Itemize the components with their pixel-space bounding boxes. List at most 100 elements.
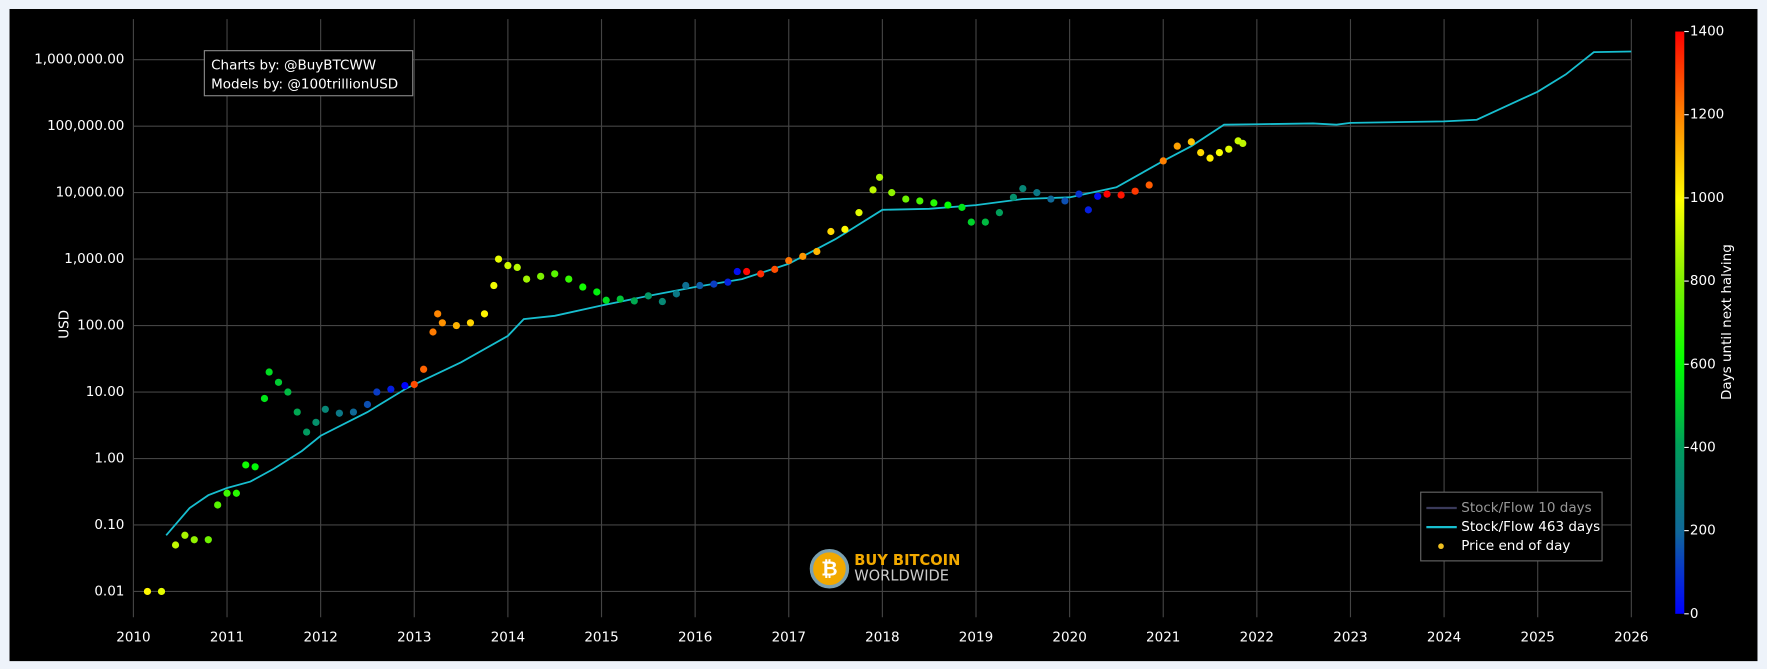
price-dot <box>593 288 601 296</box>
price-dot <box>284 388 292 396</box>
price-dot <box>143 587 152 596</box>
price-dot <box>1019 184 1027 193</box>
price-dot <box>875 173 884 181</box>
colorbar-tick-label: 0 <box>1690 606 1699 622</box>
price-dot <box>171 541 180 549</box>
price-dot <box>771 265 779 273</box>
price-dot <box>602 296 610 304</box>
legend-label: Stock/Flow 10 days <box>1461 500 1591 516</box>
price-dot <box>579 283 587 291</box>
price-dot <box>1197 148 1205 157</box>
x-tick-label: 2025 <box>1521 629 1555 645</box>
price-dot <box>303 428 311 436</box>
colorbar-tick-label: 1400 <box>1690 24 1724 40</box>
x-tick-label: 2018 <box>865 629 899 645</box>
colorbar-tick-label: 600 <box>1690 356 1716 372</box>
price-dot <box>274 378 283 386</box>
logo-symbol: ₿ <box>821 556 838 580</box>
price-dot <box>429 328 437 336</box>
price-dot <box>630 297 638 305</box>
price-dot <box>855 209 863 217</box>
logo-coin <box>809 549 850 589</box>
colorbar-tick-label: 1200 <box>1690 107 1724 123</box>
price-dot <box>490 281 498 290</box>
price-dot <box>902 195 910 203</box>
price-dot <box>733 267 741 276</box>
price-dot <box>260 394 269 403</box>
price-dot <box>480 310 489 318</box>
price-dot <box>1061 197 1069 205</box>
price-dot <box>616 295 624 303</box>
price-dot <box>1117 191 1125 199</box>
x-tick-label: 2022 <box>1240 629 1274 645</box>
price-dot <box>958 203 966 211</box>
price-dot <box>438 319 446 327</box>
price-dot <box>841 225 849 233</box>
price-dot <box>387 385 395 393</box>
y-tick-label: 100.00 <box>77 318 124 334</box>
price-dot <box>785 256 793 265</box>
price-dot <box>1159 157 1167 165</box>
price-dot <box>223 489 231 497</box>
price-dot <box>410 380 418 389</box>
y-tick-label: 0.10 <box>94 517 124 533</box>
model-line <box>165 50 1632 536</box>
price-dot <box>658 297 666 306</box>
price-dot <box>420 365 428 373</box>
y-tick-label: 1,000.00 <box>64 251 124 267</box>
price-dot <box>967 218 975 226</box>
price-dot <box>1173 142 1181 150</box>
price-dot <box>214 501 222 509</box>
price-dot <box>513 263 521 271</box>
price-dot <box>363 400 372 409</box>
price-dot <box>1225 145 1233 153</box>
price-dot <box>672 290 681 298</box>
price-dot <box>242 461 250 469</box>
colorbar-tick-label: 200 <box>1690 523 1716 539</box>
price-dot <box>232 489 240 497</box>
annotation-text: Charts by: @BuyBTCWW <box>211 57 376 73</box>
price-dot <box>452 321 461 330</box>
x-tick-label: 2024 <box>1427 629 1461 645</box>
colorbar-title: Days until next halving <box>1719 244 1735 400</box>
price-dot <box>190 536 198 544</box>
price-dot <box>1033 189 1041 197</box>
x-tick-label: 2011 <box>210 629 244 645</box>
x-tick-label: 2026 <box>1614 629 1648 645</box>
price-dot <box>293 408 301 416</box>
price-dot <box>1187 138 1195 146</box>
legend-label: Stock/Flow 463 days <box>1461 519 1600 535</box>
x-tick-label: 2019 <box>959 629 993 645</box>
logo-text: BUY BITCOIN <box>854 552 960 569</box>
price-dot <box>401 381 409 390</box>
price-dot <box>204 536 212 544</box>
price-dot <box>1103 190 1111 198</box>
price-dot <box>321 405 329 413</box>
x-tick-label: 2021 <box>1146 629 1180 645</box>
price-dot <box>682 281 690 290</box>
colorbar-tick-label: 800 <box>1690 273 1716 289</box>
price-dot <box>944 201 952 209</box>
logo: ₿ BUY BITCOIN WORLDWIDE <box>809 549 960 589</box>
price-dot <box>981 218 989 226</box>
price-dot <box>181 531 189 539</box>
colorbar-tick-label: 1000 <box>1690 190 1724 206</box>
price-dot <box>1075 190 1083 198</box>
price-dot <box>157 587 166 596</box>
y-tick-label: 10,000.00 <box>56 185 125 201</box>
annotation: Charts by: @BuyBTCWW Models by: @100tril… <box>203 50 414 97</box>
x-tick-label: 2020 <box>1052 629 1086 645</box>
y-tick-label: 100,000.00 <box>47 118 124 134</box>
price-dot <box>813 247 821 256</box>
price-dot <box>644 292 652 300</box>
y-tick-label: 10.00 <box>86 384 125 400</box>
price-dot <box>1047 195 1055 203</box>
y-tick-label: 1.00 <box>94 451 124 467</box>
price-dot <box>1009 193 1018 201</box>
price-dot <box>1239 139 1247 148</box>
x-tick-label: 2012 <box>303 629 337 645</box>
legend: Stock/Flow 10 days Stock/Flow 463 days Pri… <box>1420 491 1603 562</box>
price-dot <box>916 197 924 205</box>
